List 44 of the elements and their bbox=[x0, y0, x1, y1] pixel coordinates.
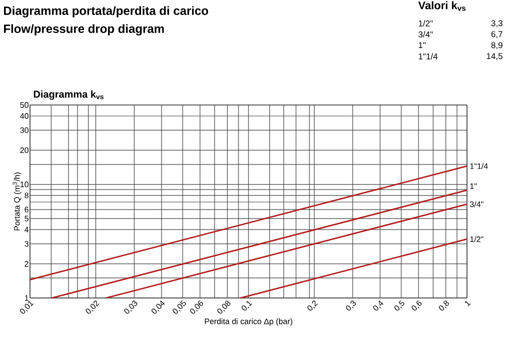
y-tick-label: 20 bbox=[20, 147, 28, 154]
text: Valori k$_{vs}$ bbox=[418, 1, 466, 11]
text: Diagramma k$_{vs}$ bbox=[34, 90, 104, 100]
x-tick-label: 0,3 bbox=[346, 300, 356, 311]
y-axis-title: Portata Q (m$^{3}$/h) bbox=[12, 172, 22, 230]
x-tick-label: 0,4 bbox=[373, 300, 384, 311]
y-tick-label: 5 bbox=[24, 216, 28, 222]
text: 14,5 bbox=[486, 53, 502, 60]
text: 1" bbox=[418, 42, 426, 48]
y-tick-label: 4 bbox=[24, 226, 29, 232]
x-tick-label: 0,08 bbox=[217, 300, 230, 314]
x-tick-label: 0,02 bbox=[86, 300, 100, 314]
text: 3,3 bbox=[491, 20, 502, 28]
series-label: 1/2" bbox=[470, 236, 484, 242]
x-tick-label: 0,2 bbox=[307, 300, 318, 311]
text: 8,9 bbox=[491, 42, 502, 50]
y-tick-label: 2 bbox=[24, 261, 28, 267]
x-tick-label: 0,8 bbox=[438, 300, 449, 311]
x-tick-label: 0,1 bbox=[242, 300, 252, 311]
series-label: 3/4" bbox=[470, 201, 484, 208]
x-tick-label: 0,03 bbox=[124, 300, 138, 314]
text: 6,7 bbox=[491, 31, 502, 38]
chart-title: Diagramma portata/perdita di carico bbox=[4, 6, 208, 18]
y-tick-label: 10 bbox=[20, 182, 28, 188]
series-label: 1" bbox=[470, 183, 477, 189]
x-tick-label: 1 bbox=[465, 300, 471, 306]
chart-subtitle: Flow/pressure drop diagram bbox=[4, 24, 164, 36]
y-tick-label: 50 bbox=[20, 102, 28, 108]
series-label: 1"1/4 bbox=[470, 163, 488, 169]
y-tick-label: 1 bbox=[24, 295, 28, 301]
y-tick-label: 6 bbox=[24, 206, 28, 212]
x-tick-label: 0,06 bbox=[190, 300, 204, 314]
text: 1/2" bbox=[418, 20, 433, 26]
text: 3/4" bbox=[418, 31, 433, 38]
x-axis-title: Perdita di carico Δp (bar) bbox=[204, 318, 292, 326]
y-tick-label: 3 bbox=[24, 240, 28, 247]
x-tick-label: 0,5 bbox=[394, 300, 404, 311]
y-tick-label: 30 bbox=[20, 127, 28, 134]
x-tick-label: 0,6 bbox=[412, 300, 422, 311]
y-tick-label: 40 bbox=[20, 113, 28, 119]
x-tick-label: 0,01 bbox=[20, 300, 34, 314]
x-tick-label: 0,04 bbox=[152, 300, 165, 314]
text: 1"1/4 bbox=[418, 53, 438, 60]
y-tick-label: 8 bbox=[24, 192, 28, 198]
